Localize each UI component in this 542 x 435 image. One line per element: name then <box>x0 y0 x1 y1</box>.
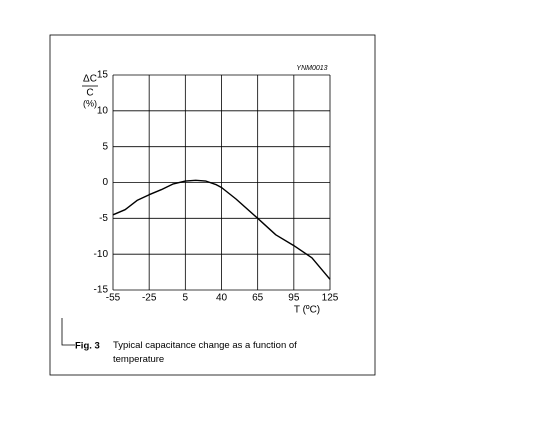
x-tick-label: 65 <box>252 293 264 304</box>
figure-number: Fig. 3 <box>75 341 100 352</box>
x-label: T (ºC) <box>294 305 320 316</box>
y-tick-label: 15 <box>97 70 109 81</box>
y-label-numerator: ΔC <box>83 74 97 85</box>
figure-code: YNM0013 <box>296 65 327 72</box>
x-tick-label: 95 <box>288 293 300 304</box>
y-label-unit: (%) <box>83 98 97 108</box>
x-tick-label: -25 <box>142 293 157 304</box>
curve <box>112 179 331 280</box>
caption-bracket <box>61 318 75 346</box>
y-tick-label: 5 <box>102 141 108 152</box>
y-tick-label: -15 <box>94 285 109 296</box>
x-tick-label: -55 <box>106 293 121 304</box>
x-tick-label: 5 <box>183 293 189 304</box>
y-tick-label: 0 <box>102 177 108 188</box>
y-tick-label: -5 <box>99 213 108 224</box>
y-tick-label: 10 <box>97 105 109 116</box>
figure-caption: Typical capacitance change as a function… <box>113 340 297 365</box>
y-tick-label: -10 <box>94 249 109 260</box>
frame <box>49 34 376 376</box>
x-tick-label: 125 <box>322 293 339 304</box>
x-tick-label: 40 <box>216 293 228 304</box>
y-label-denominator: C <box>86 88 93 99</box>
